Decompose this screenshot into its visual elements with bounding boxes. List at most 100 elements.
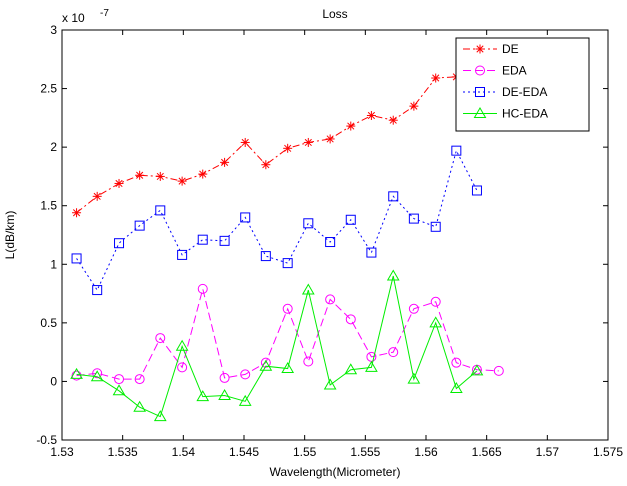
data-point-triangle [70, 367, 83, 379]
data-point-triangle [470, 364, 484, 376]
data-point-square [260, 251, 271, 262]
x-tick-label: 1.56 [414, 445, 438, 459]
series-de-eda [71, 145, 482, 296]
y-axis-label: L(dB/km) [3, 211, 17, 260]
y-tick-label: 3 [50, 23, 57, 37]
data-point-triangle [323, 378, 337, 390]
data-point-circle [388, 347, 399, 358]
data-point-triangle [218, 388, 231, 400]
legend-label: DE-EDA [502, 85, 547, 99]
data-point-star [431, 73, 441, 83]
data-point-star [283, 143, 293, 153]
data-point-triangle [133, 400, 147, 412]
data-point-square [451, 145, 462, 156]
data-point-square [92, 285, 103, 296]
data-point-triangle [90, 370, 104, 382]
legend-label: DE [502, 42, 519, 56]
data-point-square [345, 214, 356, 225]
data-point-square [430, 221, 441, 232]
x-tick-label: 1.535 [108, 445, 138, 459]
legend-box [455, 37, 590, 132]
data-point-triangle [238, 394, 252, 406]
data-point-square [71, 253, 82, 264]
legend-entry: EDA [463, 64, 527, 78]
y-tick-label: 0.5 [40, 316, 57, 330]
data-point-square [325, 237, 336, 248]
y-tick-label: 2 [50, 140, 57, 154]
data-point-star [325, 134, 335, 144]
data-point-square [303, 218, 314, 229]
data-point-triangle [386, 269, 400, 281]
data-point-square [134, 220, 145, 231]
plot-frame [61, 29, 609, 441]
series-hc-eda [70, 269, 484, 422]
x-tick-label: 1.54 [172, 445, 196, 459]
data-point-circle [345, 314, 356, 325]
data-point-square [219, 235, 230, 246]
data-point-star [409, 101, 419, 111]
data-point-triangle [112, 384, 126, 396]
data-point-star [388, 115, 398, 125]
data-point-triangle [449, 381, 463, 393]
data-point-star [220, 157, 230, 167]
data-point-square [240, 212, 251, 223]
data-point-triangle [301, 283, 315, 295]
x-axis-label: Wavelength(Micrometer) [270, 465, 401, 479]
data-point-circle [177, 362, 188, 373]
data-point-square [408, 213, 419, 224]
legend-entry: HC-EDA [463, 107, 548, 121]
y-tick-label: 0 [50, 374, 57, 388]
y-exponent-label: x 10 -7 [62, 8, 109, 25]
data-point-triangle [153, 410, 167, 422]
data-point-star [346, 121, 356, 131]
axes: 1.53 1.535 1.54 1.545 1.55 1.555 1.56 1.565 1.57… [36, 23, 623, 459]
data-point-square [388, 191, 399, 202]
y-exponent-base: x 10 [62, 11, 85, 25]
data-point-square [197, 234, 208, 245]
data-point-circle [240, 369, 251, 380]
chart-title: Loss [322, 7, 347, 21]
data-point-square [177, 249, 188, 260]
x-tick-label: 1.575 [593, 445, 623, 459]
data-point-star [366, 111, 376, 121]
data-point-circle [303, 356, 314, 367]
x-tick-label: 1.555 [350, 445, 380, 459]
data-point-star [114, 178, 124, 188]
data-point-triangle [365, 360, 378, 372]
legend-entry: DE [463, 42, 519, 56]
legend-entry: DE-EDA [463, 85, 547, 99]
data-point-star [72, 208, 82, 218]
data-point-triangle [344, 363, 358, 375]
x-tick-label: 1.55 [293, 445, 317, 459]
data-point-circle [475, 65, 485, 76]
data-point-square [114, 238, 125, 249]
data-point-circle [114, 374, 125, 385]
data-point-circle [408, 303, 419, 314]
data-point-circle [451, 357, 462, 368]
data-point-triangle [259, 359, 273, 371]
data-point-triangle [473, 107, 487, 118]
x-tick-label: 1.53 [50, 445, 74, 459]
data-point-star [261, 160, 271, 170]
data-point-triangle [407, 372, 421, 384]
data-point-square [471, 185, 482, 196]
data-point-star [475, 44, 485, 54]
data-point-circle [92, 368, 103, 379]
data-point-star [155, 171, 165, 181]
legend-label: EDA [502, 64, 527, 78]
series-eda [71, 283, 504, 385]
y-exponent-power: -7 [100, 8, 109, 19]
data-point-circle [71, 370, 82, 381]
data-point-triangle [281, 362, 295, 374]
data-point-triangle [196, 390, 210, 402]
data-point-circle [219, 372, 230, 383]
data-point-square [366, 247, 377, 258]
data-point-square [282, 258, 293, 269]
data-point-square [475, 87, 485, 97]
series-line [76, 288, 499, 380]
data-point-circle [282, 303, 293, 314]
series-line [76, 275, 478, 418]
series-line [76, 149, 478, 292]
data-point-circle [134, 374, 145, 385]
y-tick-label: 1.5 [40, 199, 57, 213]
